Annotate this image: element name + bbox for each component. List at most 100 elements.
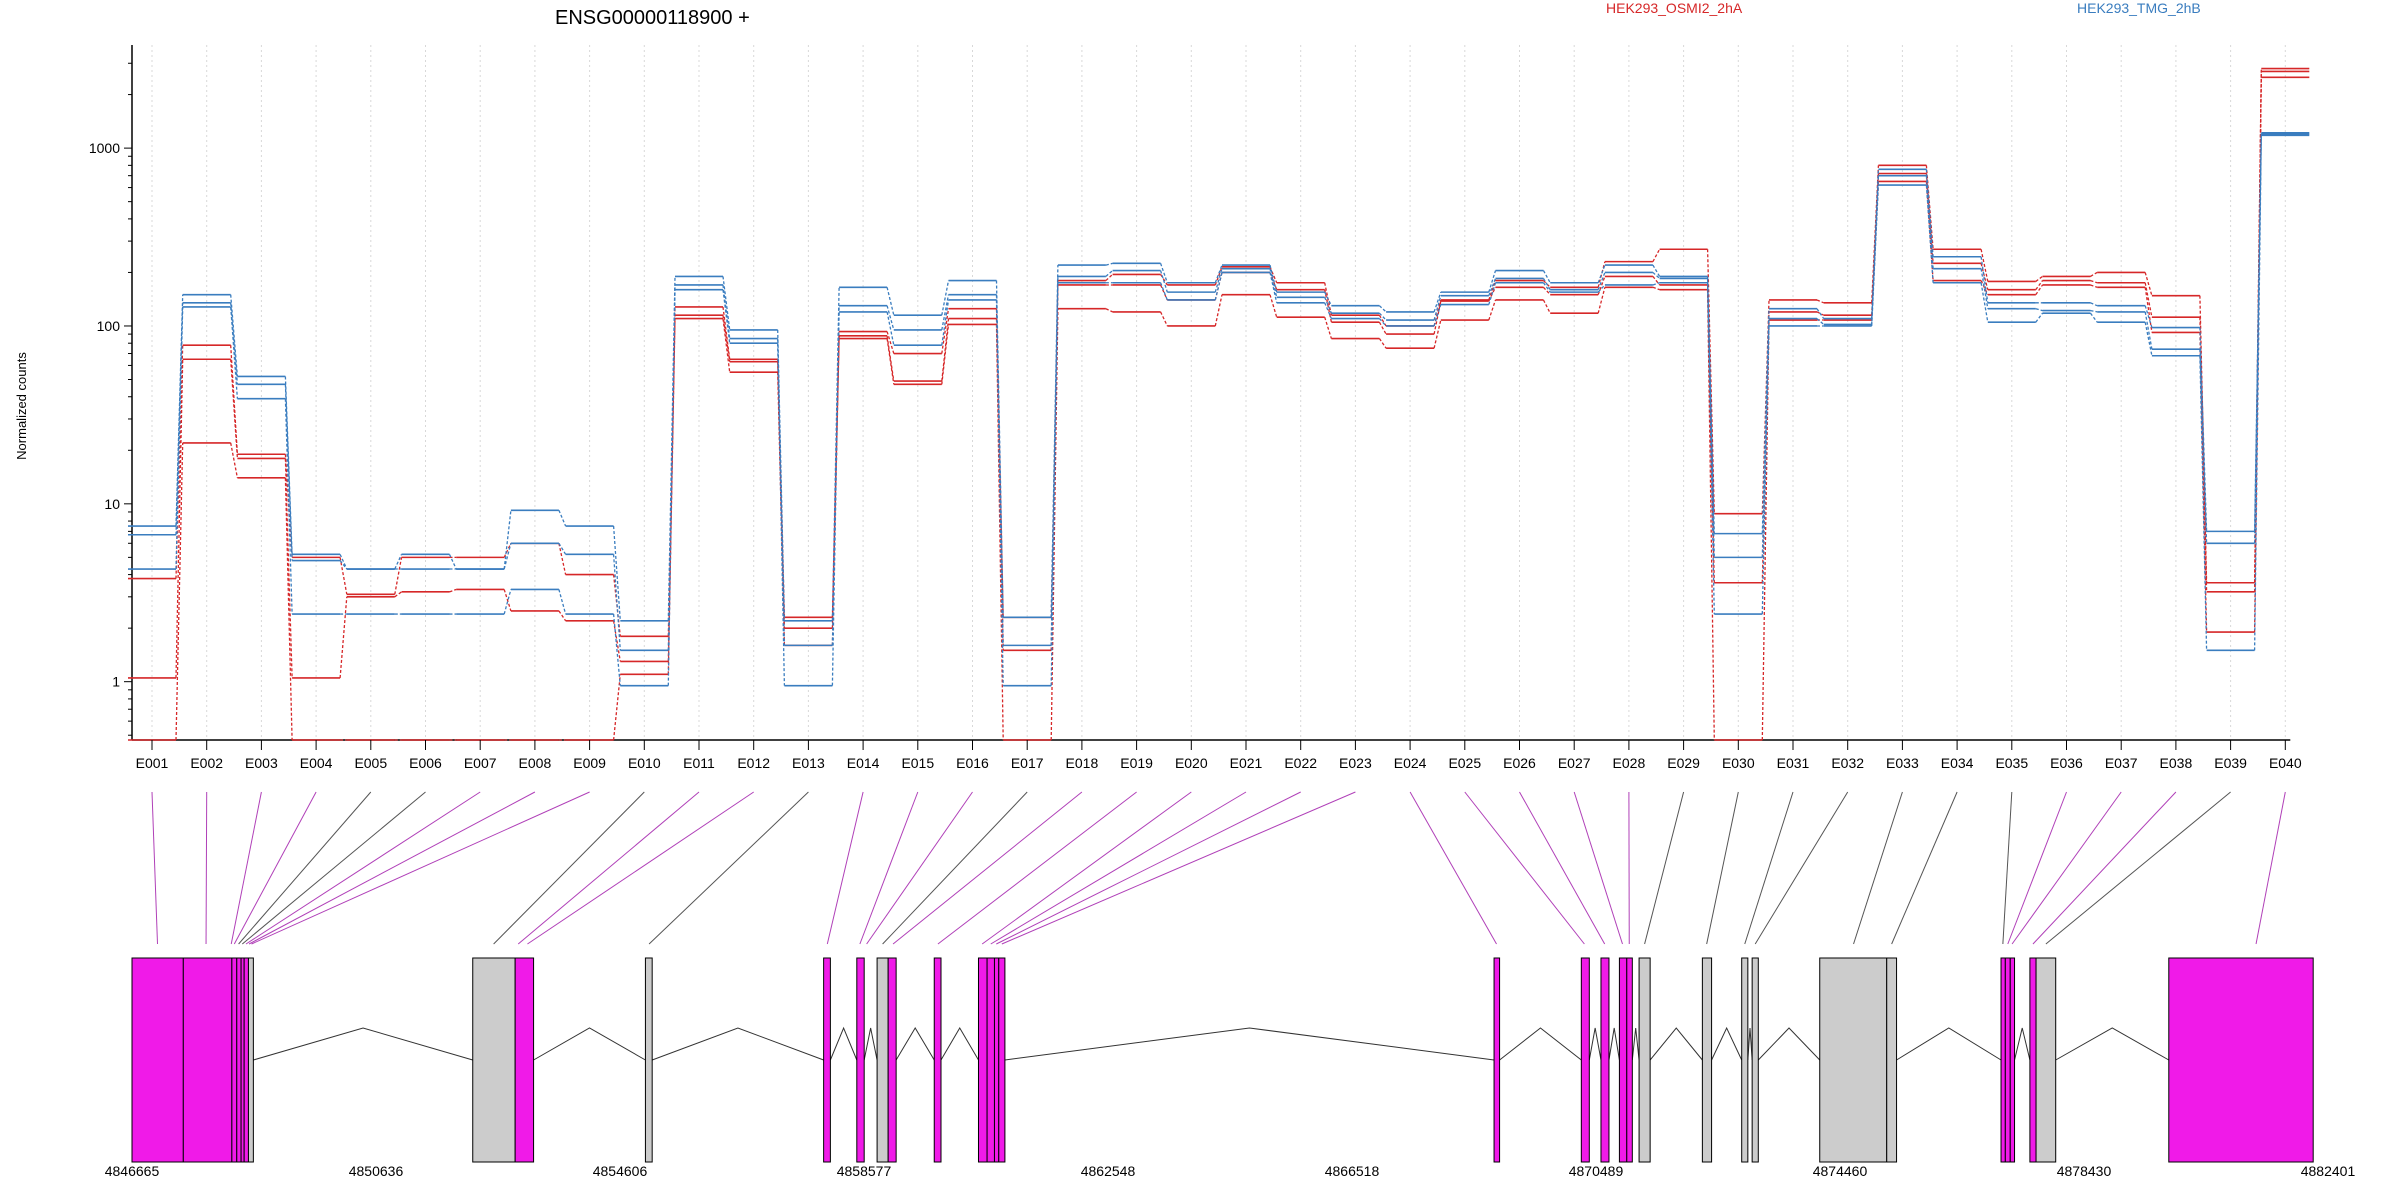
data-transition xyxy=(558,610,567,622)
connector-E012 xyxy=(527,791,754,945)
exon-block-7 xyxy=(472,957,516,1163)
exon-block-23 xyxy=(1626,957,1633,1163)
data-transition xyxy=(1597,264,1606,283)
data-transition xyxy=(941,280,950,316)
data-transition xyxy=(1597,272,1606,290)
data-transition xyxy=(1050,308,1059,741)
exon-block-32 xyxy=(2009,957,2016,1163)
vertical-gridlines xyxy=(151,45,2286,740)
genomic-coordinate-axis: 4846665 4850636 4854606 4858577 4862548 48665… xyxy=(105,1163,2356,1179)
data-transition xyxy=(1378,312,1387,321)
connector-E036 xyxy=(2007,791,2067,945)
x-tick-label-E013: E013 xyxy=(792,755,825,771)
data-transition xyxy=(1543,280,1551,288)
data-transition xyxy=(558,510,567,527)
data-transition xyxy=(1214,272,1223,301)
data-transition xyxy=(1160,311,1168,327)
connector-E038 xyxy=(2032,791,2177,945)
data-transition xyxy=(1488,270,1497,293)
x-tick-label-E015: E015 xyxy=(901,755,934,771)
data-transition xyxy=(1980,282,1989,323)
x-tick-label-E027: E027 xyxy=(1558,755,1591,771)
exon-block-1 xyxy=(182,957,233,1163)
data-transition xyxy=(1488,299,1497,321)
exon-block-34 xyxy=(2035,957,2057,1163)
data-transition xyxy=(886,335,895,382)
data-transition xyxy=(1159,263,1168,283)
data-transition xyxy=(2035,284,2044,296)
y-tick-label: 1000 xyxy=(89,140,120,156)
series-line-3 xyxy=(128,131,2310,622)
connector-E022 xyxy=(996,791,1301,945)
exon-block-20 xyxy=(1580,957,1590,1163)
data-transition xyxy=(1761,320,1770,741)
x-tick-label-E020: E020 xyxy=(1175,755,1208,771)
intron-chevron xyxy=(1896,1027,2002,1061)
connector-E033 xyxy=(1853,791,1903,945)
exon-block-0 xyxy=(131,957,184,1163)
data-transition xyxy=(284,458,293,678)
data-transition xyxy=(1214,266,1223,286)
intron-chevron xyxy=(863,1027,878,1061)
exon-block-33 xyxy=(2029,957,2037,1163)
data-transition xyxy=(1816,308,1825,319)
data-transition xyxy=(1378,321,1387,335)
exon-block-30 xyxy=(2000,957,2006,1163)
connector-E007 xyxy=(245,791,481,945)
x-tick-label-E033: E033 xyxy=(1886,755,1919,771)
data-transition xyxy=(1159,282,1168,301)
data-transition xyxy=(230,306,239,399)
exon-block-18 xyxy=(998,957,1006,1163)
data-transition xyxy=(284,398,293,615)
data-transition xyxy=(941,308,950,354)
data-transition xyxy=(1816,311,1824,316)
exon-block-19 xyxy=(1493,957,1501,1163)
data-transition xyxy=(612,554,621,651)
connector-E024 xyxy=(1409,791,1497,945)
data-transition xyxy=(558,589,567,615)
connector-E035 xyxy=(2002,791,2013,945)
connector-E013 xyxy=(648,791,809,945)
coord-tick-label: 4862548 xyxy=(1081,1163,1136,1179)
data-transition xyxy=(1050,282,1059,686)
exon-block-29 xyxy=(1886,957,1898,1163)
exon-block-24 xyxy=(1638,957,1651,1163)
y-tick-label: 10 xyxy=(104,496,120,512)
data-transition xyxy=(1214,264,1223,283)
data-transition xyxy=(1050,265,1059,618)
data-transition xyxy=(1324,302,1332,319)
data-transition xyxy=(2090,309,2098,313)
series-line-5 xyxy=(128,134,2310,687)
connector-E039 xyxy=(2045,791,2231,945)
x-tick-label-E031: E031 xyxy=(1777,755,1810,771)
connector-E029 xyxy=(1644,791,1685,945)
data-transition xyxy=(1269,266,1278,283)
x-tick-label-E034: E034 xyxy=(1941,755,1974,771)
data-transition xyxy=(2144,322,2153,356)
data-transition xyxy=(722,318,731,373)
data-transition xyxy=(1871,165,1880,303)
coord-tick-label: 4858577 xyxy=(837,1163,892,1179)
connector-E003 xyxy=(230,791,262,945)
x-tick-label-E016: E016 xyxy=(956,755,989,771)
data-transition xyxy=(1652,275,1661,286)
x-tick-label-E026: E026 xyxy=(1503,755,1536,771)
x-tick-label-E035: E035 xyxy=(1995,755,2028,771)
exon-block-17 xyxy=(993,957,1000,1163)
exon-connector-lines xyxy=(151,791,2286,945)
coord-tick-label: 4846665 xyxy=(105,1163,160,1179)
data-transition xyxy=(1761,325,1770,615)
data-transition xyxy=(394,554,403,570)
data-transition xyxy=(503,543,512,558)
intron-chevron xyxy=(895,1027,935,1061)
connector-E037 xyxy=(2011,791,2122,945)
coord-tick-label: 4854606 xyxy=(593,1163,648,1179)
x-tick-label-E025: E025 xyxy=(1448,755,1481,771)
data-transition xyxy=(2035,275,2043,282)
data-transition xyxy=(1652,282,1660,286)
data-transition xyxy=(339,596,348,678)
data-transition xyxy=(230,302,239,385)
x-tick-label-E006: E006 xyxy=(409,755,442,771)
data-transition xyxy=(1652,248,1661,262)
x-axis-exon-ticks: E001 E002 E003 E004 E005 E006 E007 E008 E009 E010… xyxy=(136,740,2302,771)
